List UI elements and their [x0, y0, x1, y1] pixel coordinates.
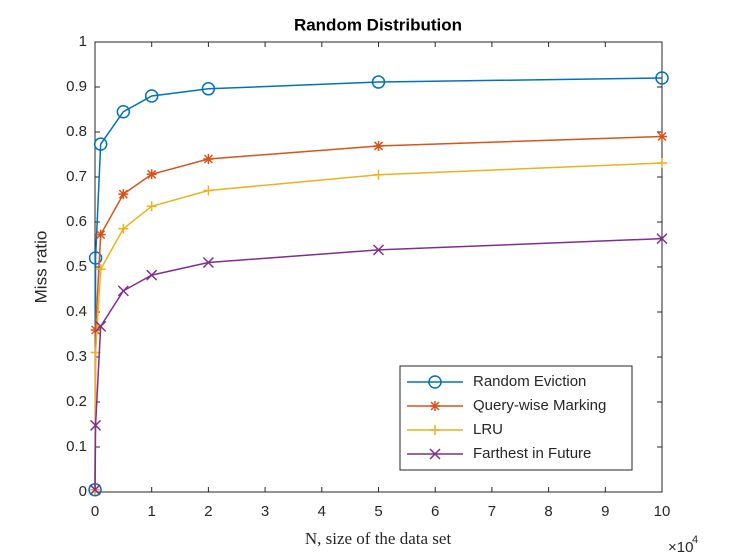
x-tick-label: 0 — [91, 503, 99, 520]
x-tick-label: 4 — [318, 503, 326, 520]
x-tick-label: 3 — [261, 503, 269, 520]
x-tick-label: 1 — [148, 503, 156, 520]
marker — [95, 264, 106, 275]
series-line — [94, 237, 663, 490]
marker — [203, 154, 214, 164]
legend-label: LRU — [473, 421, 503, 438]
x-tick-label: 9 — [601, 503, 609, 520]
marker — [203, 185, 214, 196]
marker — [373, 169, 384, 180]
legend-label: Farthest in Future — [473, 445, 591, 462]
y-tick-label: 0.6 — [66, 213, 87, 230]
x-tick-label: 10 — [654, 503, 671, 520]
legend-box — [399, 365, 633, 471]
marker — [116, 105, 131, 119]
x-tick-label: 6 — [431, 503, 439, 520]
marker — [656, 233, 668, 245]
y-tick-label: 0.7 — [66, 168, 87, 185]
marker — [95, 320, 107, 332]
series-line — [94, 135, 663, 490]
x-tick-label: 2 — [204, 503, 212, 520]
y-tick-label: 0.4 — [66, 303, 87, 320]
marker — [146, 269, 158, 281]
marker — [93, 137, 108, 151]
series-line — [94, 162, 663, 490]
x-tick-label: 7 — [488, 503, 496, 520]
legend: Random Eviction Query-wise Marking LRU Fart… — [399, 365, 633, 471]
x-tick-label: 5 — [374, 503, 382, 520]
series — [89, 233, 668, 496]
marker — [89, 484, 101, 496]
marker — [118, 189, 129, 200]
x-tick-label: 8 — [544, 503, 552, 520]
legend-marker — [430, 425, 440, 435]
series-line — [94, 77, 663, 490]
marker — [95, 229, 106, 240]
marker — [657, 131, 667, 142]
marker — [117, 285, 129, 297]
x-multiplier: ×10 — [668, 539, 693, 556]
legend-label: Query-wise Marking — [473, 397, 606, 414]
marker — [118, 223, 129, 234]
series — [90, 131, 667, 495]
marker — [146, 169, 157, 180]
marker — [372, 244, 385, 256]
legend-marker — [428, 375, 442, 389]
marker — [657, 158, 667, 169]
legend-marker — [430, 401, 440, 411]
legend-marker — [429, 448, 441, 460]
y-tick-label: 0.2 — [66, 393, 87, 410]
marker — [90, 325, 101, 335]
marker — [373, 140, 384, 151]
marker — [90, 419, 102, 431]
x-axis-label: N, size of the data set — [305, 529, 452, 548]
y-tick-label: 1 — [79, 33, 87, 50]
y-tick-label: 0.8 — [66, 123, 87, 140]
y-tick-label: 0.5 — [66, 258, 87, 275]
y-tick-label: 0.9 — [66, 78, 87, 95]
legend-label: Random Eviction — [473, 373, 586, 390]
chart-title: Random Distribution — [294, 15, 462, 34]
y-tick-label: 0.1 — [66, 438, 87, 455]
series — [88, 71, 669, 497]
y-tick-label: 0.3 — [66, 348, 87, 365]
y-axis-label: Miss ratio — [31, 231, 50, 304]
marker — [655, 71, 669, 85]
y-tick-label: 0 — [79, 483, 87, 500]
marker — [88, 251, 103, 265]
marker — [144, 89, 159, 103]
marker — [201, 82, 216, 96]
marker — [371, 75, 386, 89]
x-multiplier-exponent: 4 — [692, 534, 698, 546]
marker — [146, 201, 157, 212]
marker — [202, 256, 214, 269]
